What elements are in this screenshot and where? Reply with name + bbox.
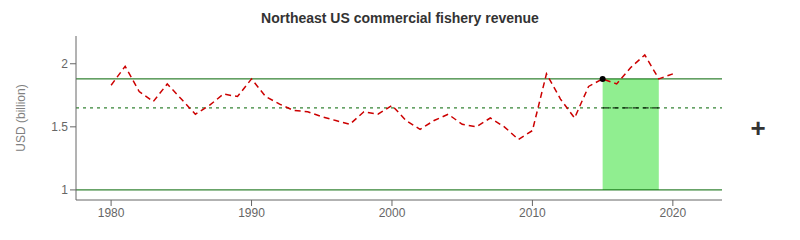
svg-text:2: 2 bbox=[61, 57, 68, 71]
svg-text:2020: 2020 bbox=[659, 206, 686, 220]
svg-text:2010: 2010 bbox=[519, 206, 546, 220]
svg-text:1.5: 1.5 bbox=[51, 120, 68, 134]
svg-text:1980: 1980 bbox=[98, 206, 125, 220]
svg-text:1: 1 bbox=[61, 183, 68, 197]
svg-text:1990: 1990 bbox=[238, 206, 265, 220]
html-text:Northeast US commercial fisher: Northeast US commercial fishery revenue bbox=[261, 10, 539, 26]
svg-text:USD (billion): USD (billion) bbox=[14, 84, 28, 151]
svg-text:2000: 2000 bbox=[379, 206, 406, 220]
